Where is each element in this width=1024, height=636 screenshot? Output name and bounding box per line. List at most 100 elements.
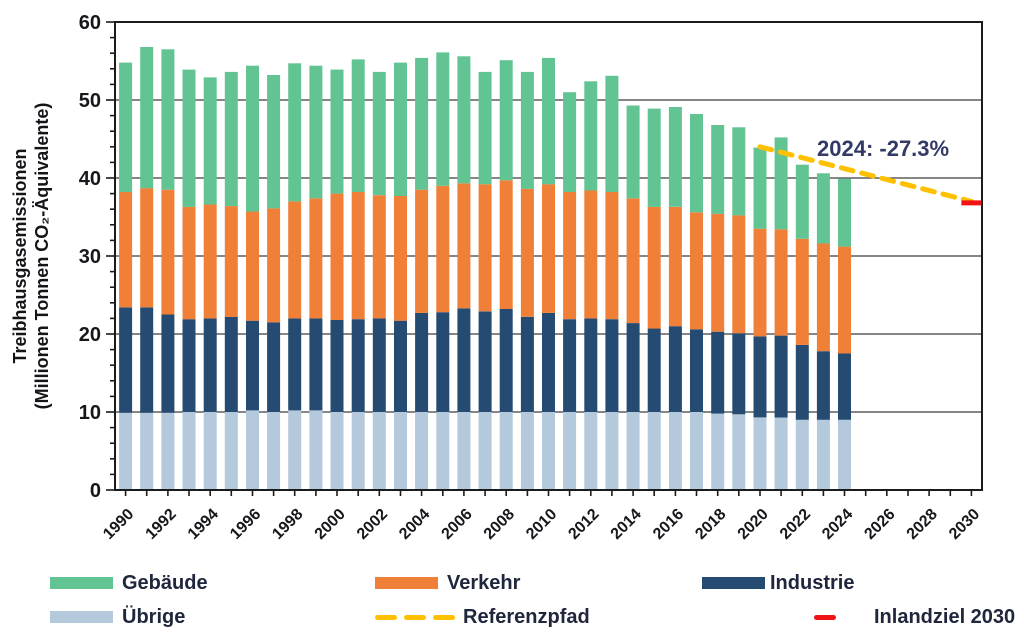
bar-segment-1990 [119, 412, 133, 490]
bar-segment-1990 [119, 192, 133, 308]
bar-segment-1993 [182, 412, 196, 490]
y-axis-title: Treibhausgasemissionen (Millionen Tonnen… [9, 16, 53, 496]
bar-segment-2011 [563, 319, 577, 412]
bar-segment-1993 [182, 69, 196, 207]
bar-segment-1993 [182, 319, 196, 412]
bar-segment-1998 [288, 318, 302, 411]
svg-text:2010: 2010 [523, 506, 560, 543]
bar-segment-2012 [584, 190, 598, 319]
svg-text:50: 50 [79, 90, 101, 112]
bar-segment-1998 [288, 201, 302, 319]
bar-segment-2024 [838, 419, 851, 490]
bar-segment-2013 [605, 192, 619, 320]
bar-segment-1994 [203, 204, 217, 319]
bar-segment-2007 [478, 184, 492, 312]
svg-text:2006: 2006 [439, 506, 476, 543]
bar-segment-1991 [140, 307, 154, 413]
svg-text:1992: 1992 [143, 506, 180, 543]
bar-segment-2012 [584, 318, 598, 412]
svg-text:0: 0 [90, 480, 101, 502]
bar-segment-2012 [584, 412, 598, 490]
svg-text:2016: 2016 [650, 506, 687, 543]
axis-ticks [106, 21, 973, 496]
x-tick-labels: 1990 1992 1994 1996 1998 2000 2002 2004 2006 2008… [100, 506, 983, 543]
bar-segment-1994 [203, 77, 217, 205]
bar-segment-2001 [351, 192, 365, 320]
bar-segment-2001 [351, 59, 365, 193]
bar-segment-2008 [499, 180, 513, 309]
bar-segment-2010 [542, 312, 555, 412]
bar-segment-1996 [246, 320, 259, 411]
bar-segment-2022 [795, 419, 809, 490]
bar-segment-1997 [267, 208, 281, 323]
bar-segment-2017 [690, 212, 703, 330]
bar-segment-2001 [351, 412, 365, 490]
bar-segment-2005 [436, 52, 450, 186]
bar-segment-2010 [542, 412, 555, 490]
svg-text:2030: 2030 [946, 506, 983, 543]
bar-segment-2019 [732, 414, 746, 490]
bar-segment-2007 [478, 412, 492, 490]
bar-segment-2015 [647, 328, 661, 412]
bar-segment-2014 [626, 323, 640, 412]
bar-segment-2009 [520, 188, 534, 317]
bar-segment-2004 [415, 412, 429, 490]
bar-segment-2014 [626, 412, 640, 490]
svg-text:30: 30 [79, 246, 101, 268]
bar-segment-1996 [246, 410, 259, 490]
y-axis-title-line1: Treibhausgasemissionen [10, 148, 30, 364]
bar-segment-1990 [119, 307, 133, 413]
legend-item-verkehr: Verkehr [375, 571, 520, 595]
svg-text:40: 40 [79, 168, 101, 190]
bar-segment-2019 [732, 215, 746, 334]
bar-segment-1995 [224, 316, 238, 412]
bar-segment-2023 [816, 243, 830, 352]
svg-text:2024: 2024 [819, 506, 856, 543]
bar-segment-2021 [774, 335, 788, 418]
bar-segment-1998 [288, 63, 302, 202]
legend-item-industrie: Industrie [702, 571, 854, 595]
bar-segment-1991 [140, 188, 154, 308]
bar-segment-2003 [394, 62, 407, 196]
bar-segment-2006 [457, 412, 471, 490]
bar-segment-2017 [690, 114, 703, 213]
bar-segment-1994 [203, 412, 217, 490]
bar-segment-2011 [563, 412, 577, 490]
bar-segment-1998 [288, 410, 302, 490]
bar-segment-2020 [753, 228, 767, 337]
bar-segment-1999 [309, 65, 323, 199]
svg-text:2028: 2028 [904, 506, 941, 543]
y-tick-labels: 0 10 20 30 40 50 60 [79, 12, 101, 502]
bar-segment-2002 [372, 195, 386, 319]
bar-segment-2023 [816, 419, 830, 490]
legend-label-uebrige: Übrige [122, 606, 186, 628]
bar-segment-1996 [246, 211, 259, 321]
svg-text:1994: 1994 [185, 506, 222, 543]
bar-segment-2016 [668, 412, 682, 490]
referenzpfad-dash [433, 614, 455, 620]
bars [119, 47, 851, 490]
bar-segment-1991 [140, 47, 154, 189]
bar-segment-2024 [838, 246, 851, 354]
legend-item-referenzpfad: Referenzpfad [375, 605, 590, 629]
bar-segment-2003 [394, 412, 407, 490]
bar-segment-1997 [267, 75, 281, 209]
bar-segment-1995 [224, 71, 238, 207]
bar-segment-2016 [668, 107, 682, 207]
bar-segment-2008 [499, 60, 513, 181]
svg-text:1990: 1990 [100, 506, 137, 543]
bar-segment-2005 [436, 185, 450, 313]
legend-label-referenzpfad: Referenzpfad [463, 606, 590, 628]
bar-segment-2007 [478, 311, 492, 412]
bar-segment-1999 [309, 410, 323, 490]
bar-segment-2022 [795, 238, 809, 345]
svg-text:1998: 1998 [269, 506, 306, 543]
bar-segment-2018 [711, 125, 725, 214]
bar-segment-2009 [520, 316, 534, 412]
bar-segment-2004 [415, 312, 429, 412]
bar-segment-1999 [309, 318, 323, 411]
bar-segment-2000 [330, 412, 344, 490]
bar-segment-2020 [753, 147, 767, 229]
bar-segment-2021 [774, 417, 788, 490]
